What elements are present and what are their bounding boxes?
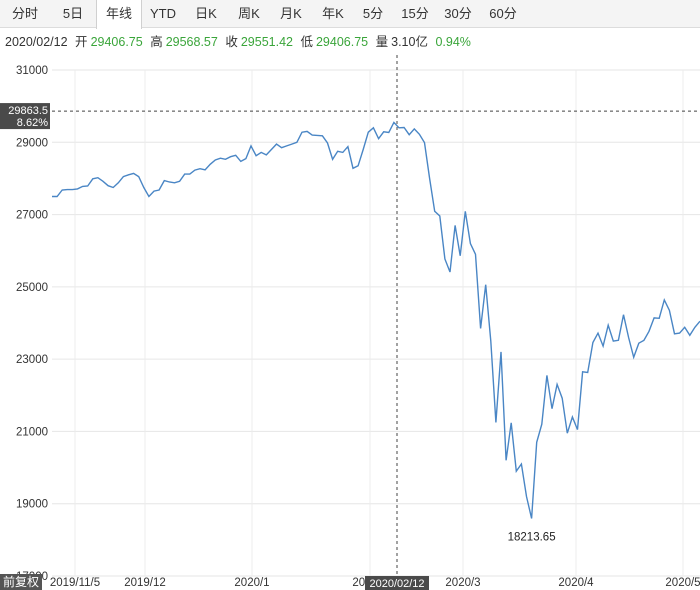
y-tick-label: 19000 <box>16 499 48 511</box>
crosshair-date-box <box>365 576 429 590</box>
volume-label: 量 <box>375 35 389 49</box>
tab-6[interactable]: 周K <box>238 6 260 21</box>
change-percent: 0.94% <box>435 35 471 49</box>
tab-8[interactable]: 年K <box>322 6 344 21</box>
tab-7[interactable]: 月K <box>280 6 302 21</box>
high-label: 高 <box>150 35 163 49</box>
tab-5[interactable]: 日K <box>195 6 217 21</box>
high-value: 29568.57 <box>165 35 218 49</box>
low-annotation: 18213.65 <box>508 532 556 544</box>
adjust-mode-label[interactable]: 前复权 <box>0 574 43 590</box>
open-value: 29406.75 <box>90 35 143 49</box>
tab-12[interactable]: 60分 <box>489 6 517 21</box>
tab-2[interactable]: 5日 <box>62 6 84 21</box>
crosshair-date: 2020/02/12 <box>369 578 424 590</box>
price-line <box>52 121 700 519</box>
chart-grid <box>52 69 700 577</box>
tab-11[interactable]: 30分 <box>444 6 472 21</box>
x-tick-label: 2020/5 <box>665 577 700 589</box>
close-value: 29551.42 <box>240 35 293 49</box>
y-axis: 1700019000210002300025000270002900031000 <box>16 65 48 583</box>
low-label: 低 <box>300 35 313 49</box>
close-label: 收 <box>225 35 238 49</box>
crosshair-percent: 8.62% <box>17 117 48 129</box>
y-tick-label: 23000 <box>16 354 48 366</box>
y-tick-label: 29000 <box>16 137 48 149</box>
x-tick-label: 2020/1 <box>234 577 269 589</box>
period-tab-bar: 分时 5日 年线 YTD 日K 周K 月K 年K 5分 15分 30分 60分 <box>0 0 700 29</box>
open-label: 开 <box>75 35 88 49</box>
tab-1[interactable]: 分时 <box>11 6 38 21</box>
y-tick-label: 25000 <box>16 282 48 294</box>
tab-9[interactable]: 5分 <box>362 6 384 21</box>
x-tick-label: 2020/4 <box>558 577 594 589</box>
price-chart[interactable]: 1700019000210002300025000270002900031000… <box>0 55 700 590</box>
tab-3[interactable]: 年线 <box>96 0 142 29</box>
info-date: 2020/02/12 <box>5 35 68 49</box>
y-tick-label: 27000 <box>16 210 48 222</box>
min-value-label: 18213.65 <box>508 532 556 544</box>
x-tick-label: 2019/11/5 <box>50 577 100 589</box>
x-tick-label: 2019/12 <box>124 577 166 589</box>
volume-value: 3.10亿 <box>391 35 428 49</box>
x-tick-label: 2020/3 <box>445 577 480 589</box>
y-tick-label: 31000 <box>16 65 48 77</box>
y-tick-label: 21000 <box>16 426 48 438</box>
crosshair: 29863.58.62% 2020/02/12 <box>0 55 700 590</box>
low-value: 29406.75 <box>315 35 369 49</box>
quote-info-bar: 2020/02/12 开 29406.75 高 29568.57 收 29551.42… <box>0 29 700 55</box>
tab-10[interactable]: 15分 <box>401 6 429 21</box>
crosshair-price: 29863.5 <box>8 105 48 117</box>
crosshair-price-box <box>0 103 50 130</box>
tab-4[interactable]: YTD <box>150 6 176 21</box>
